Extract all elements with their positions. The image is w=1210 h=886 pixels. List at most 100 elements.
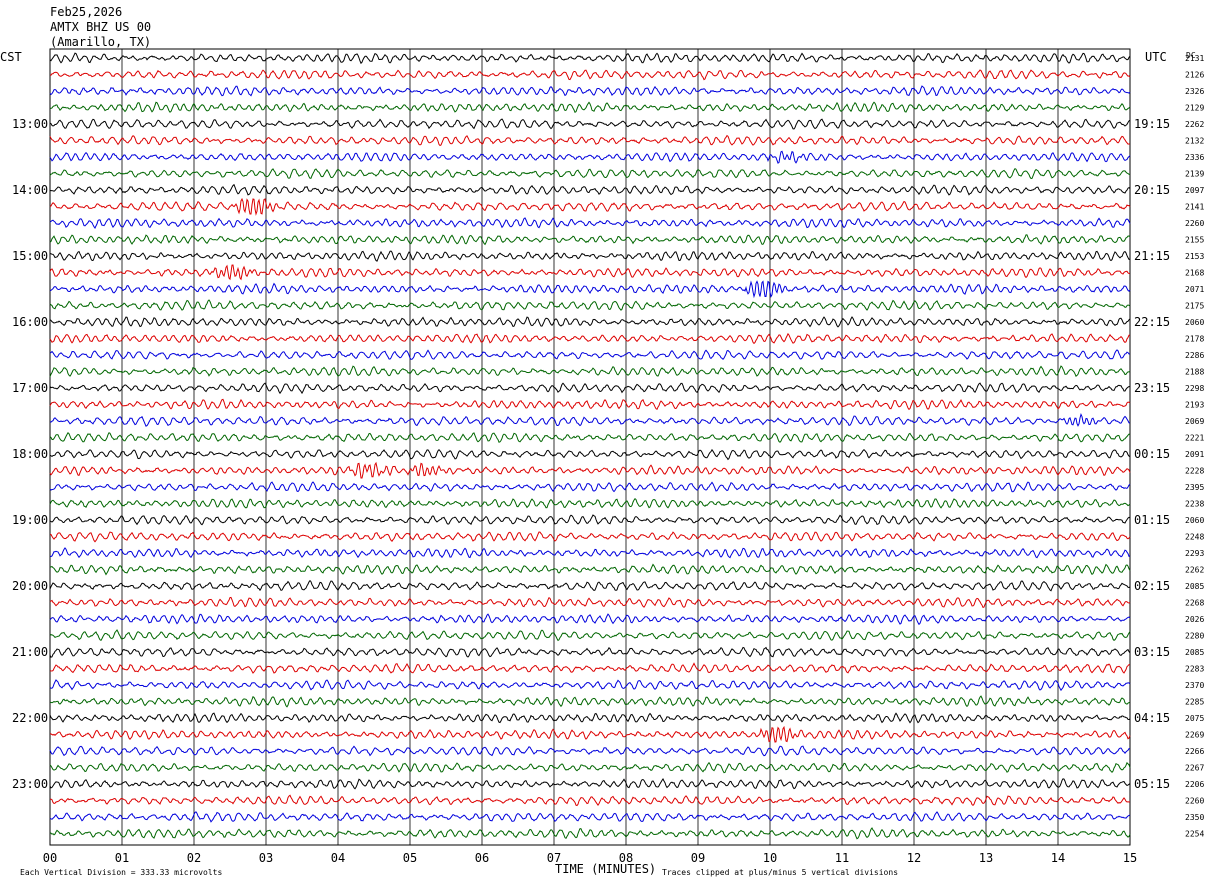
dc-offset-value: 2248	[1185, 533, 1204, 542]
dc-offset-value: 2168	[1185, 269, 1204, 278]
x-tick-label: 00	[43, 851, 57, 865]
seismic-trace	[49, 197, 1131, 216]
clipping-note: Traces clipped at plus/minus 5 vertical …	[662, 868, 898, 877]
utc-hour-label: 04:15	[1134, 711, 1170, 725]
seismic-trace	[49, 382, 1131, 395]
dc-offset-value: 2268	[1185, 599, 1204, 608]
utc-hour-label: 19:15	[1134, 117, 1170, 131]
dc-offset-value: 2228	[1185, 467, 1204, 476]
x-tick-label: 05	[403, 851, 417, 865]
dc-offset-value: 2075	[1185, 714, 1204, 723]
utc-zone-label: UTC	[1145, 50, 1167, 64]
cst-hour-label: 23:00	[12, 777, 48, 791]
dc-offset-value: 2267	[1185, 764, 1204, 773]
utc-hour-label: 03:15	[1134, 645, 1170, 659]
x-tick-label: 14	[1051, 851, 1065, 865]
seismic-trace	[49, 217, 1131, 229]
seismic-trace	[49, 432, 1131, 443]
seismic-trace	[49, 646, 1131, 658]
cst-hour-label: 17:00	[12, 381, 48, 395]
x-tick-label: 15	[1123, 851, 1137, 865]
seismic-trace	[49, 234, 1131, 246]
plot-frame	[49, 48, 1131, 846]
seismic-trace	[49, 794, 1130, 807]
seismic-trace	[49, 778, 1131, 790]
seismic-trace	[49, 118, 1131, 130]
dc-offset-value: 2221	[1185, 434, 1204, 443]
dc-offset-value: 2395	[1185, 483, 1204, 492]
cst-hour-label: 14:00	[12, 183, 48, 197]
utc-hour-label: 05:15	[1134, 777, 1170, 791]
seismic-trace	[49, 316, 1131, 328]
dc-offset-value: 2280	[1185, 632, 1204, 641]
seismic-trace	[49, 168, 1131, 180]
x-tick-label: 06	[475, 851, 489, 865]
dc-offset-value: 2175	[1185, 302, 1204, 311]
seismic-trace	[49, 579, 1131, 592]
seismic-trace	[49, 613, 1131, 626]
seismic-trace	[49, 250, 1131, 262]
dc-offset-value: 2350	[1185, 813, 1204, 822]
dc-offset-value: 2085	[1185, 582, 1204, 591]
dc-offset-value: 2260	[1185, 219, 1204, 228]
axis-labels: 13:00 14:00 15:00 16:00 17:00 18:00 19:00 20:00…	[12, 54, 1204, 865]
seismic-trace	[49, 264, 1131, 281]
seismic-trace	[49, 52, 1131, 65]
seismic-trace	[49, 69, 1131, 81]
seismic-trace	[49, 280, 1131, 299]
utc-hour-label: 02:15	[1134, 579, 1170, 593]
dc-offset-value: 2326	[1185, 87, 1204, 96]
seismic-trace	[49, 365, 1131, 378]
seismic-trace	[49, 712, 1131, 724]
station-label: AMTX BHZ US 00	[50, 20, 151, 34]
cst-hour-label: 16:00	[12, 315, 48, 329]
seismic-trace	[49, 349, 1131, 361]
dc-offset-value: 2370	[1185, 681, 1204, 690]
dc-offset-value: 2132	[1185, 137, 1204, 146]
seismic-trace	[49, 134, 1131, 147]
seismic-trace	[49, 514, 1131, 526]
dc-offset-value: 2155	[1185, 236, 1204, 245]
seismic-trace	[49, 461, 1131, 479]
seismic-trace	[50, 725, 1131, 743]
dc-offset-value: 2060	[1185, 516, 1204, 525]
x-tick-label: 12	[907, 851, 921, 865]
traces	[49, 52, 1131, 840]
utc-hour-label: 22:15	[1134, 315, 1170, 329]
seismic-trace	[49, 497, 1131, 509]
dc-offset-value: 2026	[1185, 615, 1204, 624]
x-tick-label: 02	[187, 851, 201, 865]
utc-hour-label: 00:15	[1134, 447, 1170, 461]
seismic-trace	[49, 745, 1131, 757]
dc-offset-value: 2153	[1185, 252, 1204, 261]
dc-offset-value: 2283	[1185, 665, 1204, 674]
x-tick-label: 13	[979, 851, 993, 865]
seismic-trace	[49, 101, 1131, 114]
utc-hour-label: 20:15	[1134, 183, 1170, 197]
seismic-trace	[49, 481, 1131, 493]
dc-offset-value: 2097	[1185, 186, 1204, 195]
dc-label: DC	[1186, 51, 1196, 60]
cst-hour-label: 19:00	[12, 513, 48, 527]
cst-hour-label: 15:00	[12, 249, 48, 263]
seismic-trace	[49, 299, 1131, 311]
x-tick-label: 04	[331, 851, 345, 865]
seismic-trace	[49, 679, 1131, 692]
dc-offset-value: 2188	[1185, 368, 1204, 377]
dc-offset-value: 2091	[1185, 450, 1204, 459]
dc-offset-value: 2293	[1185, 549, 1204, 558]
seismic-trace	[49, 150, 1131, 164]
dc-offset-value: 2336	[1185, 153, 1204, 162]
x-tick-label: 03	[259, 851, 273, 865]
x-tick-label: 09	[691, 851, 705, 865]
x-axis-title: TIME (MINUTES)	[555, 862, 656, 876]
dc-offset-value: 2262	[1185, 566, 1204, 575]
cst-hour-label: 22:00	[12, 711, 48, 725]
utc-hour-label: 01:15	[1134, 513, 1170, 527]
dc-offset-value: 2193	[1185, 401, 1204, 410]
dc-offset-value: 2285	[1185, 698, 1204, 707]
seismic-trace	[49, 761, 1131, 774]
cst-hour-label: 20:00	[12, 579, 48, 593]
seismic-trace	[49, 662, 1131, 674]
